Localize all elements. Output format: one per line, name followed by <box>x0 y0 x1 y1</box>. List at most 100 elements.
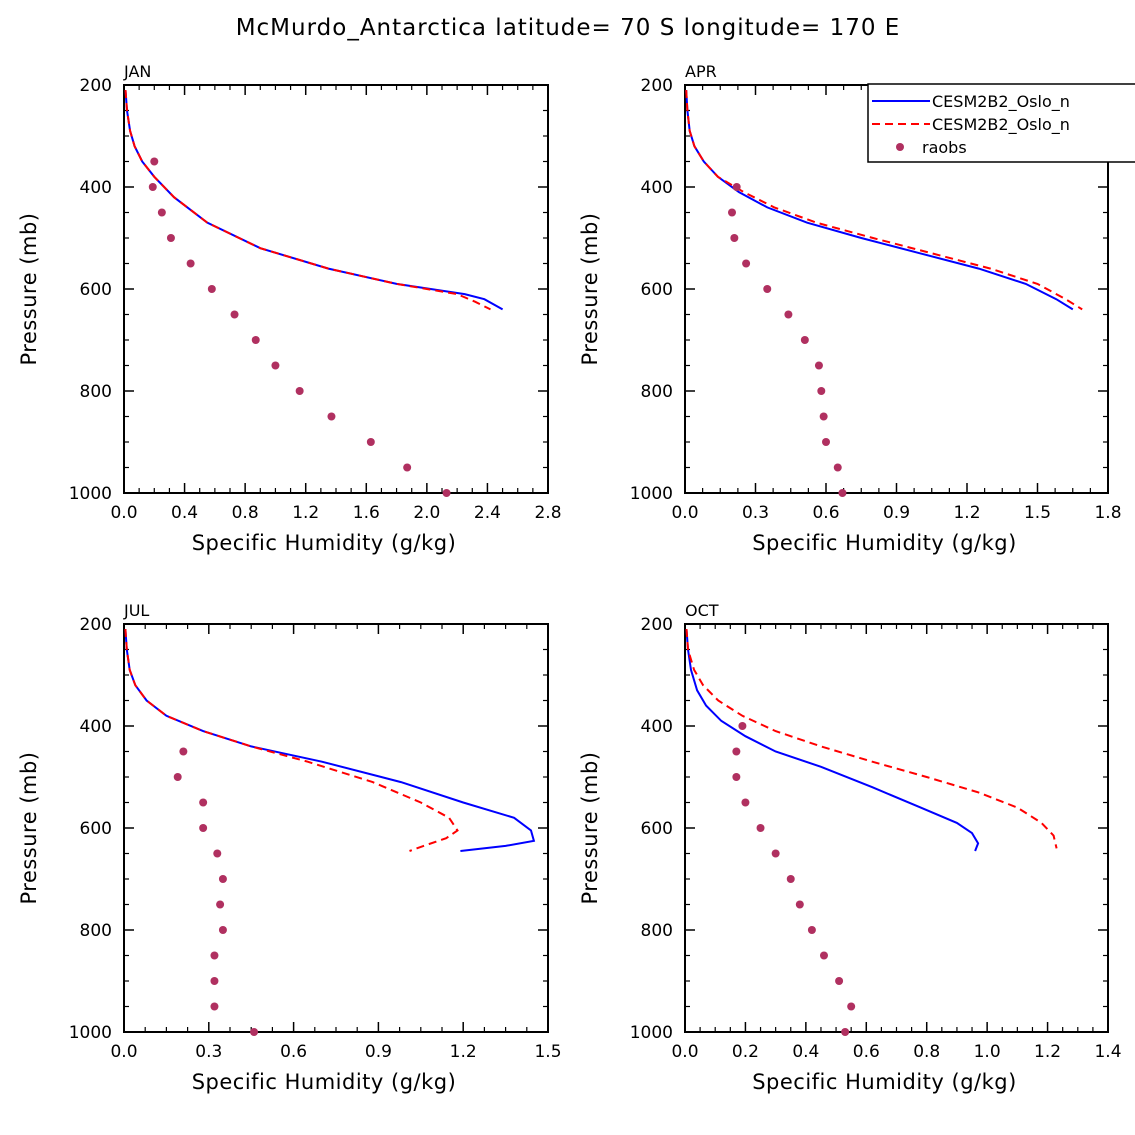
plot-frame <box>123 84 549 494</box>
x-tick-label: 0.9 <box>365 1042 392 1062</box>
raobs-point <box>738 722 747 730</box>
raobs-point <box>157 208 166 217</box>
x-tick-label: 2.0 <box>413 503 440 523</box>
x-tick-label: 2.8 <box>534 503 561 523</box>
panel-oct: 0.0 0.2 0.4 0.6 0.8 1.0 1.2 1.4 200 400 600 800 1000… <box>578 601 1122 1094</box>
panel-apr: 0.0 0.3 0.6 0.9 1.2 1.5 1.8 200 400 600 800 1000 APR… <box>578 62 1122 555</box>
raobs-point <box>213 849 222 858</box>
panel-jan: 0.0 0.4 0.8 1.2 1.6 2.0 2.4 2.8 200 400 600 800 1000… <box>17 62 562 555</box>
raobs-point <box>819 951 828 960</box>
raobs-point <box>807 926 816 934</box>
series-line-dashed <box>124 629 459 852</box>
panel-month-label: OCT <box>685 601 719 620</box>
raobs-point <box>442 489 451 497</box>
legend-marker <box>896 143 904 151</box>
x-tick-label: 1.8 <box>1094 503 1121 523</box>
series-line-dashed <box>685 90 1083 311</box>
panel-month-label: APR <box>685 62 717 81</box>
raobs-point <box>250 1028 259 1036</box>
x-tick-label: 1.5 <box>1024 503 1051 523</box>
y-axis-label: Pressure (mb) <box>17 212 41 365</box>
raobs-point <box>730 234 739 242</box>
x-tick-label: 1.2 <box>953 503 980 523</box>
series-line-solid <box>124 629 536 852</box>
raobs-point <box>230 310 239 319</box>
raobs-point <box>216 900 225 909</box>
x-axis-label: Specific Humidity (g/kg) <box>192 531 457 555</box>
raobs-point <box>847 1002 856 1011</box>
raobs-point <box>833 463 842 472</box>
raobs-point <box>763 285 772 293</box>
raobs-point <box>327 412 336 421</box>
y-tick-label: 600 <box>641 819 673 839</box>
y-tick-label: 200 <box>641 76 673 96</box>
panel-month-label: JUL <box>123 601 149 620</box>
raobs-point <box>173 773 182 781</box>
x-tick-label: 1.6 <box>353 503 380 523</box>
plot-frame <box>684 623 1109 1033</box>
x-tick-label: 0.3 <box>742 503 769 523</box>
x-tick-label: 0.8 <box>913 1042 940 1062</box>
raobs-point <box>179 747 188 756</box>
raobs-point <box>835 977 844 985</box>
x-tick-label: 1.2 <box>450 1042 477 1062</box>
raobs-point <box>728 208 736 217</box>
panel-month-label: JAN <box>123 62 151 81</box>
raobs-point <box>210 951 219 960</box>
legend-box <box>867 83 1135 163</box>
x-tick-label: 0.6 <box>280 1042 307 1062</box>
plot-frame <box>123 623 549 1033</box>
x-tick-label: 0.4 <box>171 503 198 523</box>
raobs-point <box>199 824 208 832</box>
legend-label: CESM2B2_Oslo_n <box>932 115 1070 135</box>
series-line-solid <box>685 629 980 852</box>
series-line-dashed <box>124 90 491 311</box>
raobs-point <box>271 361 280 370</box>
x-tick-label: 0.0 <box>671 503 698 523</box>
raobs-point <box>795 900 804 909</box>
raobs-point <box>742 259 751 268</box>
raobs-point <box>822 438 830 446</box>
y-tick-label: 1000 <box>69 1023 112 1043</box>
x-tick-label: 0.8 <box>232 503 259 523</box>
y-tick-label: 600 <box>641 280 673 300</box>
y-axis-label: Pressure (mb) <box>17 751 41 904</box>
x-tick-label: 0.0 <box>110 1042 137 1062</box>
x-tick-label: 0.0 <box>671 1042 698 1062</box>
raobs-point <box>207 285 216 293</box>
y-axis-label: Pressure (mb) <box>578 212 602 365</box>
raobs-point <box>817 387 826 395</box>
raobs-point <box>148 183 157 191</box>
x-tick-label: 0.4 <box>792 1042 819 1062</box>
y-tick-label: 1000 <box>69 484 112 504</box>
x-tick-label: 1.5 <box>534 1042 561 1062</box>
y-tick-label: 1000 <box>630 1023 673 1043</box>
raobs-point <box>366 438 375 446</box>
raobs-point <box>251 336 260 344</box>
y-axis-label: Pressure (mb) <box>578 751 602 904</box>
y-tick-label: 1000 <box>630 484 673 504</box>
x-tick-label: 0.2 <box>732 1042 759 1062</box>
raobs-point <box>732 747 741 756</box>
x-tick-label: 0.9 <box>883 503 910 523</box>
x-tick-label: 1.2 <box>292 503 319 523</box>
raobs-point <box>218 926 227 934</box>
raobs-point <box>210 1002 219 1011</box>
figure-title: McMurdo_Antarctica latitude= 70 S longit… <box>236 15 901 41</box>
raobs-point <box>186 259 195 268</box>
x-tick-label: 0.6 <box>853 1042 880 1062</box>
x-tick-label: 1.4 <box>1094 1042 1121 1062</box>
y-tick-label: 600 <box>80 280 112 300</box>
y-tick-label: 200 <box>80 615 112 635</box>
y-tick-label: 800 <box>641 921 673 941</box>
raobs-point <box>756 824 765 832</box>
y-tick-label: 400 <box>641 178 673 198</box>
raobs-point <box>741 798 750 807</box>
raobs-point <box>819 412 828 421</box>
x-tick-label: 1.2 <box>1034 1042 1061 1062</box>
panel-jul: 0.0 0.3 0.6 0.9 1.2 1.5 200 400 600 800 1000 JUL Spe… <box>17 601 562 1094</box>
x-tick-label: 0.6 <box>812 503 839 523</box>
raobs-point <box>210 977 219 985</box>
x-axis-label: Specific Humidity (g/kg) <box>752 531 1017 555</box>
